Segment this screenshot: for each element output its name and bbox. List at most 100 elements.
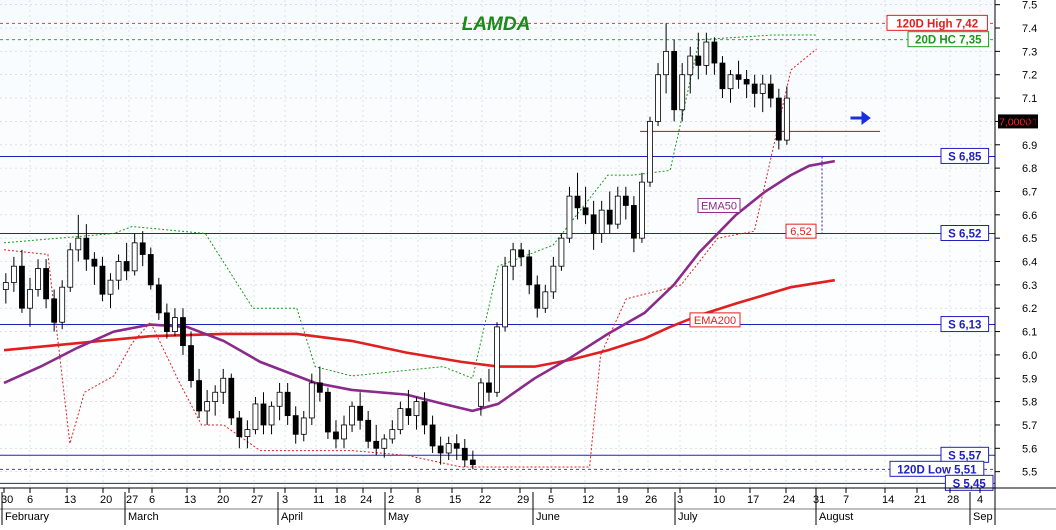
x-tick-label: 18 xyxy=(334,494,346,506)
x-tick-label: 3 xyxy=(677,494,683,506)
series-stop-green-dotted xyxy=(3,34,817,379)
x-tick-label: 6 xyxy=(27,494,33,506)
level-label: S 6,13 xyxy=(948,320,981,332)
candle-body xyxy=(719,62,726,90)
x-tick-label: 28 xyxy=(947,494,959,506)
candle-body xyxy=(630,205,637,239)
candle-body xyxy=(163,312,170,332)
candle-body xyxy=(445,443,452,454)
candle-body xyxy=(91,258,98,267)
y-tick-label: 6.3 xyxy=(1022,280,1037,292)
candle-body xyxy=(284,391,291,417)
level-label-box xyxy=(944,474,994,491)
annotation-box xyxy=(785,223,817,239)
candle-body xyxy=(220,377,227,393)
candle-body xyxy=(582,207,589,216)
candle-body xyxy=(663,50,669,76)
candle-body xyxy=(727,74,734,90)
candle-body xyxy=(381,438,388,449)
candles xyxy=(2,23,790,470)
x-tick-label: 5 xyxy=(548,494,554,506)
candle-body xyxy=(405,408,412,417)
candle-body xyxy=(639,181,645,239)
y-tick-label: 7.5 xyxy=(1022,0,1037,12)
axis-background xyxy=(995,0,1056,525)
annotation-label: 6,52 xyxy=(790,226,811,238)
candle-body xyxy=(566,195,573,239)
candle-body xyxy=(461,447,468,461)
level-label-box xyxy=(886,14,988,31)
candle-body xyxy=(357,405,364,421)
y-tick-label: 5.6 xyxy=(1022,443,1037,455)
x-tick-label: 30 xyxy=(1,494,13,506)
candle-body xyxy=(51,298,58,323)
x-tick-label: 20 xyxy=(100,494,112,506)
month-label: April xyxy=(281,511,303,523)
candle-body xyxy=(510,249,517,267)
candle-body xyxy=(469,459,476,466)
x-tick-label: 21 xyxy=(914,494,926,506)
level-label: S 6,52 xyxy=(948,228,981,240)
x-tick-label: 31 xyxy=(813,494,825,506)
chart-title: LAMDA xyxy=(462,14,531,35)
candle-body xyxy=(155,284,162,314)
annotation-box xyxy=(689,312,741,328)
candle-body xyxy=(574,195,581,209)
candle-body xyxy=(252,403,259,431)
candle-body xyxy=(751,83,758,94)
plot-background xyxy=(0,0,995,488)
y-tick-label: 6.2 xyxy=(1022,303,1037,315)
candle-body xyxy=(453,443,460,449)
candle-body xyxy=(655,74,661,122)
x-tick-label: 7 xyxy=(843,494,849,506)
x-tick-label: 10 xyxy=(713,494,725,506)
y-tick-label: 7.0 xyxy=(1022,116,1037,128)
candle-body xyxy=(590,214,597,234)
candle-body xyxy=(735,74,742,80)
candle-body xyxy=(59,286,66,323)
candle-body xyxy=(123,261,130,272)
candle-body xyxy=(389,429,396,440)
candle-body xyxy=(228,377,235,419)
candle-body xyxy=(268,405,275,426)
x-tick-label: 13 xyxy=(184,494,196,506)
candle-body xyxy=(695,55,702,66)
level-label-box xyxy=(889,460,985,477)
x-tick-label: 13 xyxy=(64,494,76,506)
candle-body xyxy=(244,429,251,438)
y-tick-label: 6.6 xyxy=(1022,210,1037,222)
candle-body xyxy=(622,195,629,206)
candle-body xyxy=(429,424,436,447)
annotation-box xyxy=(697,197,741,213)
candle-body xyxy=(550,265,557,293)
y-tick-label: 6.4 xyxy=(1022,257,1037,269)
y-tick-label: 7.3 xyxy=(1022,46,1037,58)
level-label-box xyxy=(940,224,990,241)
candle-body xyxy=(292,415,299,435)
candle-body xyxy=(325,391,331,433)
month-label: Sep xyxy=(973,511,993,523)
x-tick-label: 29 xyxy=(517,494,529,506)
x-tick-label: 22 xyxy=(479,494,491,506)
candle-body xyxy=(2,282,9,290)
candle-body xyxy=(783,97,790,141)
y-tick-label: 6.5 xyxy=(1022,233,1037,245)
candle-body xyxy=(687,55,694,76)
candle-body xyxy=(486,382,492,393)
month-label: February xyxy=(5,511,50,523)
candle-body xyxy=(333,431,339,440)
candle-body xyxy=(147,254,154,286)
x-tick-label: 24 xyxy=(783,494,795,506)
candle-body xyxy=(27,289,33,309)
candle-body xyxy=(83,237,90,260)
candle-body xyxy=(413,401,420,417)
candle-body xyxy=(204,401,211,412)
candle-body xyxy=(775,97,782,141)
candle-body xyxy=(260,403,267,426)
y-tick-label: 6.7 xyxy=(1022,186,1037,198)
level-label-box xyxy=(907,31,990,48)
x-tick-label: 26 xyxy=(645,494,657,506)
candle-body xyxy=(341,424,347,440)
month-label: June xyxy=(536,511,560,523)
x-tick-label: 27 xyxy=(126,494,138,506)
